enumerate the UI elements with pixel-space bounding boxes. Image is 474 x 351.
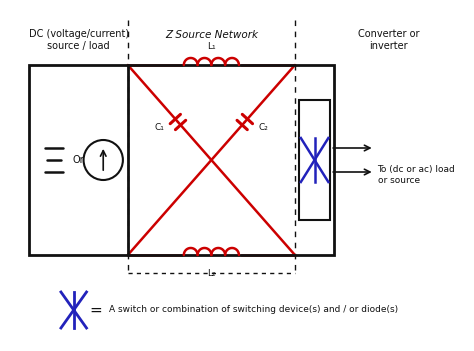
Text: Or: Or (73, 155, 84, 165)
Text: DC (voltage/current)
source / load: DC (voltage/current) source / load (28, 29, 129, 51)
Bar (29, 65, 334, 255)
Text: L₂: L₂ (207, 269, 216, 278)
Text: =: = (89, 303, 102, 318)
Text: C₁: C₁ (155, 124, 164, 132)
Text: Converter or
inverter: Converter or inverter (357, 29, 419, 51)
Text: C₂: C₂ (258, 124, 268, 132)
Text: A switch or combination of switching device(s) and / or diode(s): A switch or combination of switching dev… (109, 305, 398, 314)
Bar (299, 100, 330, 220)
Text: L₁: L₁ (207, 42, 216, 51)
Text: Z Source Network: Z Source Network (165, 30, 258, 40)
Text: To (dc or ac) load
or source: To (dc or ac) load or source (377, 165, 455, 185)
